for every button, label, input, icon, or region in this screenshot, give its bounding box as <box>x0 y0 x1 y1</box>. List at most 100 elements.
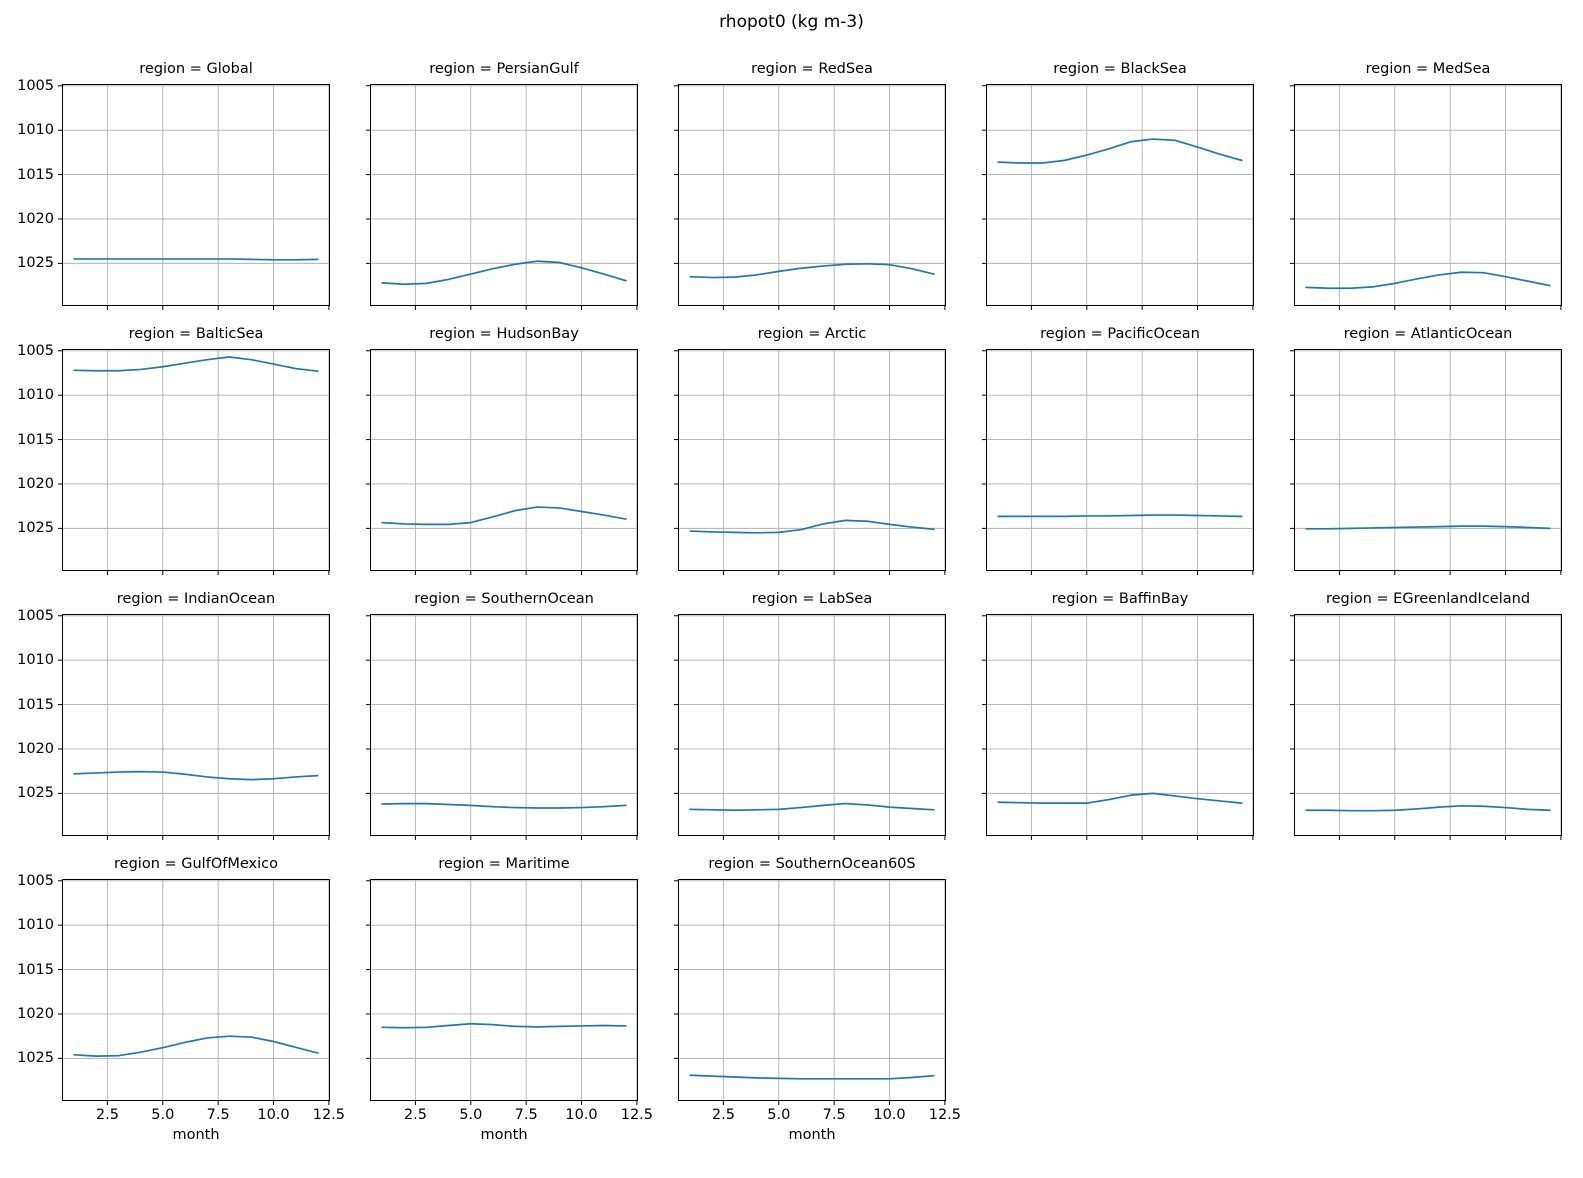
facet-SouthernOcean: region = SouthernOcean <box>366 588 638 840</box>
plot-canvas <box>366 349 638 575</box>
facet-PersianGulf: region = PersianGulf <box>366 58 638 310</box>
data-line-IndianOcean <box>73 770 319 781</box>
facet-Arctic: region = Arctic <box>674 323 946 575</box>
facet-row: region = BalticSea 1005 1010 1015 1020 1025 re… <box>0 323 1583 575</box>
data-line-SouthernOcean60S <box>689 1074 935 1080</box>
data-line-Arctic <box>689 519 935 534</box>
y-tick-label: 1005 <box>17 77 54 94</box>
data-line-PersianGulf <box>381 260 627 286</box>
facet-BlackSea: region = BlackSea <box>982 58 1254 310</box>
axes-border <box>1294 84 1562 306</box>
facet-title: region = RedSea <box>751 61 873 77</box>
axes-border <box>370 614 638 836</box>
axes-border <box>62 614 330 836</box>
axes-border <box>986 614 1254 836</box>
facet-HudsonBay: region = HudsonBay <box>366 323 638 575</box>
y-tick-label: 1010 <box>17 122 54 139</box>
x-tick-label: 2.5 <box>403 1107 427 1123</box>
axes-border <box>370 349 638 571</box>
y-tick-label: 1025 <box>17 520 54 537</box>
data-line-EGreenlandIceland <box>1305 804 1551 812</box>
axes-border <box>1294 349 1562 571</box>
y-tick-label: 1005 <box>17 872 54 889</box>
facet-AtlanticOcean: region = AtlanticOcean <box>1290 323 1562 575</box>
plot-canvas <box>58 84 330 310</box>
y-tick-label: 1005 <box>17 607 54 624</box>
y-tick-label: 1025 <box>17 1050 54 1067</box>
x-tick-label: 2.5 <box>95 1107 119 1123</box>
facet-SouthernOcean60S: region = SouthernOcean60S 2.5 5.0 7.5 10.0 12… <box>674 853 961 1143</box>
axes-border <box>678 879 946 1101</box>
y-tick-label: 1010 <box>17 917 54 934</box>
data-line-HudsonBay <box>381 506 627 526</box>
plot-canvas <box>366 879 638 1105</box>
x-tick-label: 10.0 <box>565 1107 598 1123</box>
facet-EGreenlandIceland: region = EGreenlandIceland <box>1290 588 1562 840</box>
facet-RedSea: region = RedSea <box>674 58 946 310</box>
x-tick-label: 2.5 <box>711 1107 735 1123</box>
plot-canvas <box>1290 614 1562 840</box>
plot-area: 2.5 5.0 7.5 10.0 12.5 month <box>674 879 961 1143</box>
x-tick-label: 10.0 <box>873 1107 906 1123</box>
x-tick-label: 10.0 <box>257 1107 290 1123</box>
x-tick-label: 5.0 <box>151 1107 175 1123</box>
plot-canvas <box>982 84 1254 310</box>
facet-Global: region = Global 1005 1010 1015 1020 1025 <box>17 58 330 310</box>
facet-title: region = AtlanticOcean <box>1343 326 1513 342</box>
plot-area <box>366 84 638 310</box>
axes-border <box>370 84 638 306</box>
data-line-RedSea <box>689 262 935 279</box>
facet-title: region = Arctic <box>757 326 867 342</box>
facet-title: region = EGreenlandIceland <box>1325 591 1531 607</box>
data-line-GulfOfMexico <box>73 1035 319 1058</box>
x-axis-label: month <box>172 1127 220 1143</box>
data-line-BlackSea <box>997 138 1243 164</box>
plot-area <box>982 349 1254 575</box>
axes-border <box>62 349 330 571</box>
facet-PacificOcean: region = PacificOcean <box>982 323 1254 575</box>
axes-border <box>370 879 638 1101</box>
facet-BaffinBay: region = BaffinBay <box>982 588 1254 840</box>
plot-canvas <box>58 879 330 1105</box>
data-line-BalticSea <box>73 356 319 373</box>
data-line-SouthernOcean <box>381 802 627 809</box>
facet-Maritime: region = Maritime 2.5 5.0 7.5 10.0 12.5 month <box>366 853 653 1143</box>
axes-border <box>678 84 946 306</box>
x-axis-label: month <box>480 1127 528 1143</box>
data-line-Global <box>73 258 319 261</box>
plot-canvas <box>674 614 946 840</box>
axes-border <box>986 349 1254 571</box>
x-tick-label: 5.0 <box>767 1107 791 1123</box>
facet-title: region = BalticSea <box>128 326 264 342</box>
facet-title: region = GulfOfMexico <box>114 856 278 872</box>
plot-canvas <box>58 614 330 840</box>
facet-row: region = IndianOcean 1005 1010 1015 1020 1025… <box>0 588 1583 840</box>
facet-row: region = Global 1005 1010 1015 1020 1025 regio… <box>0 58 1583 310</box>
x-tick-label: 7.5 <box>822 1107 846 1123</box>
facet-IndianOcean: region = IndianOcean 1005 1010 1015 1020 1025 <box>17 588 330 840</box>
y-tick-label: 1015 <box>17 166 54 183</box>
y-tick-label: 1015 <box>17 431 54 448</box>
facet-title: region = BaffinBay <box>1051 591 1189 607</box>
data-line-LabSea <box>689 802 935 812</box>
axes-border <box>62 84 330 306</box>
facet-title: region = HudsonBay <box>429 326 579 342</box>
plot-canvas <box>982 349 1254 575</box>
plot-area <box>1290 349 1562 575</box>
y-tick-label: 1010 <box>17 652 54 669</box>
plot-area <box>982 84 1254 310</box>
facet-title: region = SouthernOcean60S <box>708 856 916 872</box>
y-tick-label: 1020 <box>17 475 54 492</box>
y-tick-label: 1010 <box>17 387 54 404</box>
plot-canvas <box>674 349 946 575</box>
facet-BalticSea: region = BalticSea 1005 1010 1015 1020 1025 <box>17 323 330 575</box>
y-tick-label: 1020 <box>17 210 54 227</box>
data-line-BaffinBay <box>997 792 1243 804</box>
plot-area: 1005 1010 1015 1020 1025 <box>17 344 330 575</box>
y-tick-label: 1015 <box>17 961 54 978</box>
plot-canvas <box>58 349 330 575</box>
plot-canvas <box>1290 84 1562 310</box>
facet-grid: region = Global 1005 1010 1015 1020 1025 regio… <box>0 58 1583 1143</box>
x-axis-label: month <box>788 1127 836 1143</box>
